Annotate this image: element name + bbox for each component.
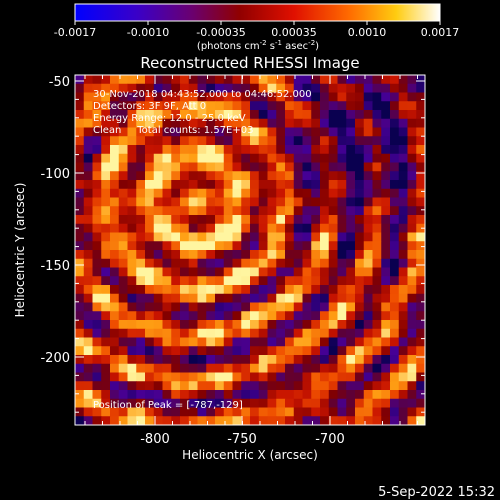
y-tick-label: -200: [40, 351, 70, 366]
colorbar-tick-marks: [74, 21, 441, 25]
colorbar-tick-label: -0.0017: [54, 26, 96, 39]
colorbar-tick-label: -0.0010: [127, 26, 169, 39]
info-detectors: Detectors: 3F 9F, Att 0: [93, 101, 206, 112]
colorbar: -0.0017 -0.0010 -0.00035 0.00035 0.0010 …: [54, 3, 459, 52]
peak-position: Position of Peak = [-787,-129]: [93, 400, 243, 411]
x-tick-label: -750: [227, 432, 257, 447]
x-axis-label: Heliocentric X (arcsec): [182, 448, 318, 462]
plot-frame: [74, 74, 426, 426]
colorbar-tick-label: 0.0010: [348, 26, 387, 39]
x-tick-label: -800: [140, 432, 170, 447]
footer-date: 5-Sep-2022 15:32: [378, 485, 495, 500]
axis-tick-marks: [75, 75, 425, 425]
y-tick-label: -100: [40, 167, 70, 182]
colorbar-tick-labels: -0.0017 -0.0010 -0.00035 0.00035 0.0010 …: [54, 26, 459, 39]
colorbar-gradient: [74, 3, 441, 22]
x-tick-label: -700: [315, 432, 345, 447]
info-energy-range: Energy Range: 12.0 - 25.0 keV: [93, 113, 246, 124]
y-tick-label: -150: [40, 259, 70, 274]
colorbar-tick-label: 0.0017: [421, 26, 460, 39]
colorbar-tick-label: 0.00035: [271, 26, 317, 39]
x-tick-labels: -800 -750 -700: [140, 432, 345, 447]
info-clean-counts: Clean Total counts: 1.57E+03: [93, 125, 253, 136]
y-tick-label: -50: [49, 75, 70, 90]
colorbar-units: (photons cm-2 s-1 asec-2): [197, 39, 319, 52]
info-annotation: 30-Nov-2018 04:43:52.000 to 04:46:52.000…: [93, 89, 312, 136]
plot-title: Reconstructed RHESSI Image: [140, 54, 359, 72]
y-axis-label: Heliocentric Y (arcsec): [13, 183, 27, 318]
heatmap-image: [75, 75, 425, 425]
info-time-range: 30-Nov-2018 04:43:52.000 to 04:46:52.000: [93, 89, 312, 100]
colorbar-tick-label: -0.00035: [196, 26, 245, 39]
y-tick-labels: -50 -100 -150 -200: [40, 75, 70, 366]
